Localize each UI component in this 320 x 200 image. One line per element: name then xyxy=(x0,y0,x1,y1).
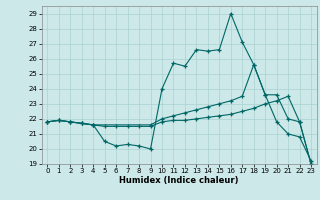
X-axis label: Humidex (Indice chaleur): Humidex (Indice chaleur) xyxy=(119,176,239,185)
